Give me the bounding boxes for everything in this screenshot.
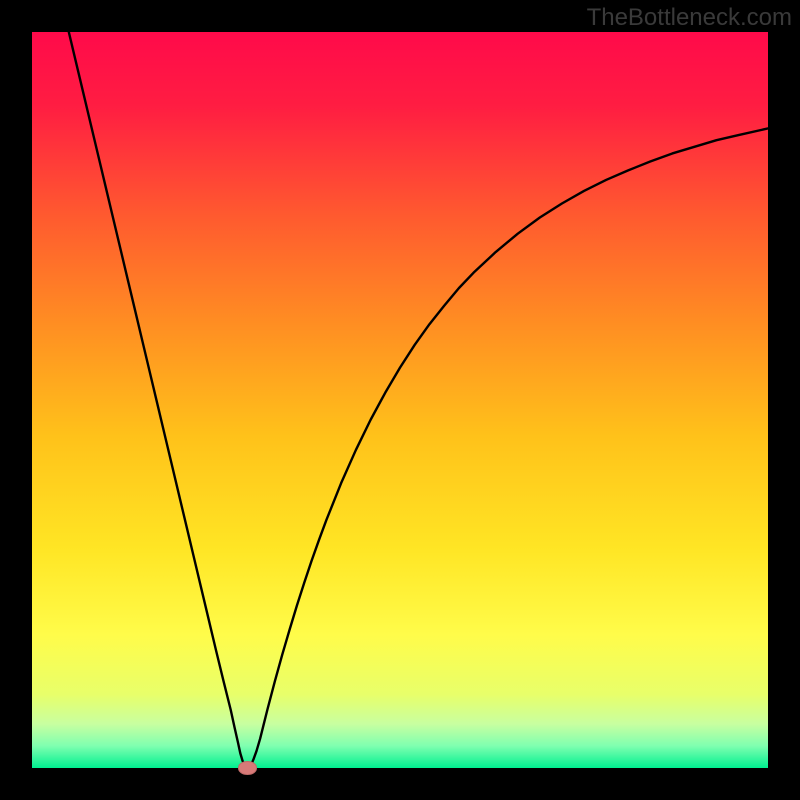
plot-area xyxy=(32,32,768,768)
watermark-text: TheBottleneck.com xyxy=(587,4,792,31)
watermark: TheBottleneck.com xyxy=(587,4,792,32)
curve-svg xyxy=(32,32,768,768)
bottleneck-curve xyxy=(69,32,768,768)
chart-container: TheBottleneck.com xyxy=(0,0,800,800)
vertex-marker xyxy=(238,761,257,774)
